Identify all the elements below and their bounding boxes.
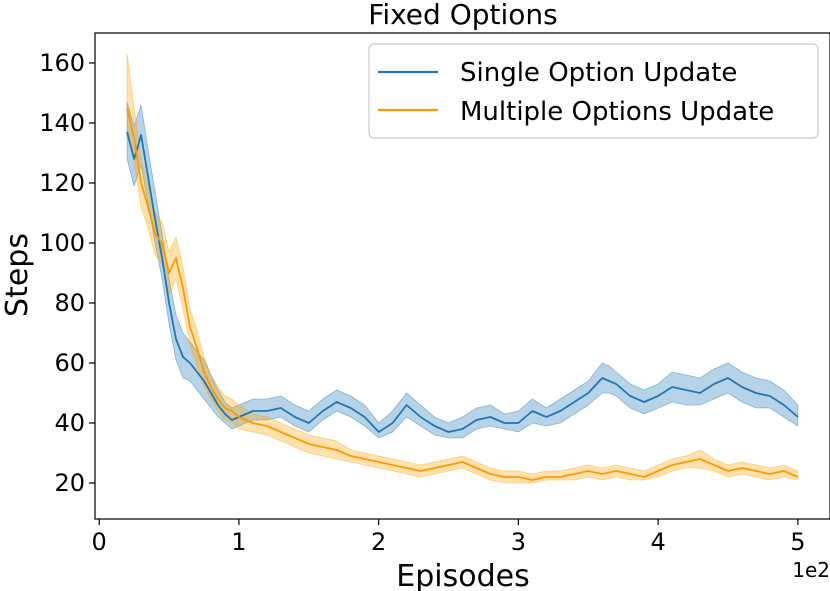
- confidence-bands: [126, 53, 799, 484]
- legend: Single Option Update Multiple Options Up…: [368, 43, 819, 139]
- plot-frame: [94, 32, 830, 520]
- y-tick-label: 60: [54, 349, 85, 377]
- x-tick-label: 5: [790, 528, 805, 556]
- x-tick-label: 3: [511, 528, 526, 556]
- x-tick-label: 1: [231, 528, 246, 556]
- band-multiple: [126, 53, 799, 484]
- legend-box: [368, 43, 819, 139]
- y-axis-label: Steps: [0, 233, 35, 317]
- y-axis-ticks: 20 40 60 80 100 120 140 160: [39, 49, 95, 497]
- y-tick-label: 120: [39, 169, 85, 197]
- x-axis-offset-label: 1e2: [792, 558, 830, 582]
- x-tick-label: 2: [371, 528, 386, 556]
- x-tick-label: 4: [650, 528, 665, 556]
- series-lines: [126, 107, 799, 481]
- y-tick-label: 20: [54, 469, 85, 497]
- chart-title: Fixed Options: [368, 0, 558, 31]
- y-tick-label: 80: [54, 289, 85, 317]
- band-single: [126, 101, 799, 439]
- legend-label-multiple: Multiple Options Update: [460, 97, 774, 127]
- y-tick-label: 140: [39, 109, 85, 137]
- legend-label-single: Single Option Update: [460, 58, 737, 88]
- y-tick-label: 100: [39, 229, 85, 257]
- y-tick-label: 40: [54, 409, 85, 437]
- series-line-single: [126, 131, 799, 433]
- x-axis-label: Episodes: [396, 559, 529, 591]
- x-axis-ticks: 0 1 2 3 4 5: [92, 519, 806, 556]
- x-tick-label: 0: [92, 528, 107, 556]
- series-line-multiple: [126, 107, 799, 481]
- y-tick-label: 160: [39, 49, 85, 77]
